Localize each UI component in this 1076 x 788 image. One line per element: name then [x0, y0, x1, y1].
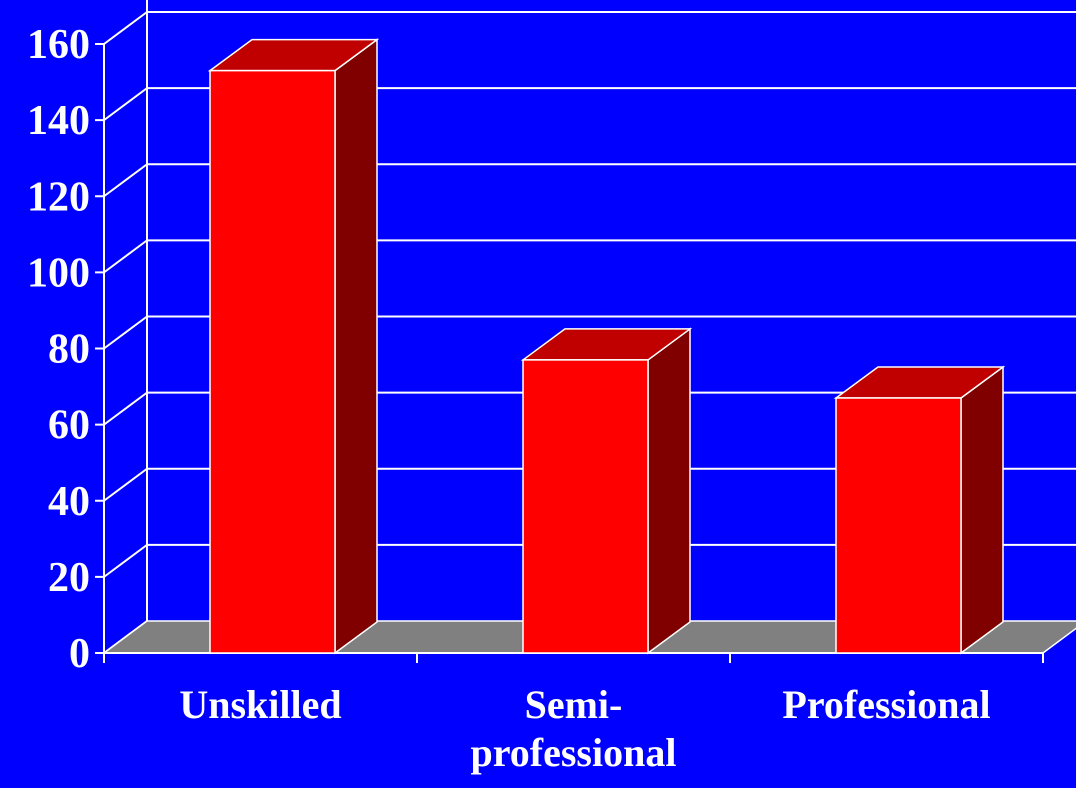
y-tick-label: 20 [48, 555, 90, 601]
bar-front [209, 69, 336, 654]
bar-semi-professional [520, 327, 693, 655]
y-tick-label: 120 [27, 174, 90, 220]
gridline-diagonal [103, 239, 148, 274]
gridline-diagonal [103, 544, 148, 578]
bar-side [647, 327, 691, 655]
y-tick-label: 0 [69, 631, 90, 677]
x-tick-labels: Unskilled Semi-professional Professional [179, 682, 990, 775]
bars [207, 38, 1006, 655]
y-tick-label: 100 [27, 250, 90, 296]
y-tick-labels: 0 20 40 60 80 100 120 140 160 [27, 22, 90, 677]
gridline-diagonal [103, 87, 148, 121]
y-tick-label: 80 [48, 327, 90, 373]
y-tick-label: 140 [27, 98, 90, 144]
y-tick-label: 40 [48, 479, 90, 525]
gridline-diagonal [103, 315, 148, 350]
x-tick-label: Semi-professional [471, 682, 677, 775]
bar-professional [833, 365, 1006, 655]
bar-front [835, 397, 962, 654]
y-tick-label: 160 [27, 22, 90, 68]
gridline-diagonal [103, 467, 148, 502]
x-tick-label: Unskilled [179, 682, 341, 727]
y-tick-label: 60 [48, 403, 90, 449]
x-tick-label: Professional [782, 682, 990, 727]
bar-side [960, 365, 1004, 655]
bar-front [522, 359, 649, 654]
gridline-diagonal [103, 163, 148, 198]
bar-side [334, 38, 378, 655]
bar-unskilled [207, 38, 380, 655]
gridline-diagonal [103, 11, 148, 45]
gridline-diagonal [103, 391, 148, 426]
